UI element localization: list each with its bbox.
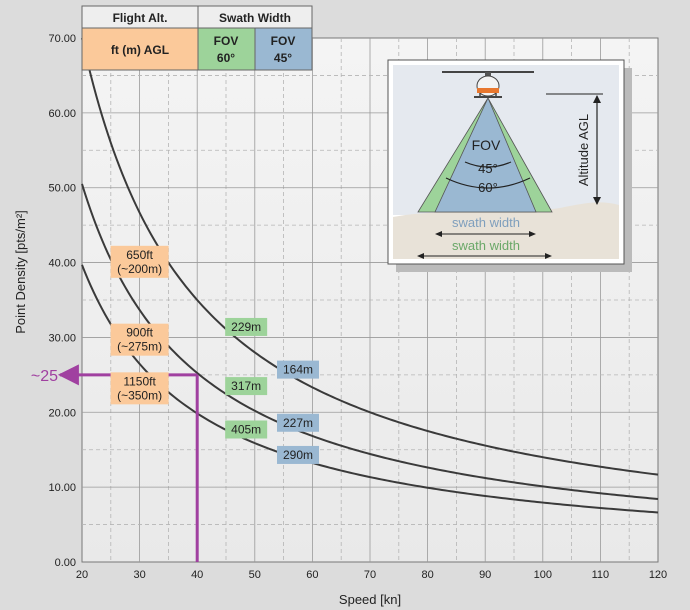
x-tick-label: 120 [649, 569, 667, 581]
y-tick-label: 60.00 [48, 108, 76, 120]
x-tick-label: 30 [133, 569, 145, 581]
density-curves [81, 37, 659, 514]
swath45-label: 227m [283, 416, 313, 430]
fov45-line2: 45° [274, 51, 292, 65]
flight-alt-unit-cell [81, 27, 199, 71]
altitude-arrow-head-down [593, 197, 601, 205]
y-tick-label: 20.00 [48, 407, 76, 419]
altitude-label: (~200m) [117, 262, 162, 276]
reading-marker: ~25 [31, 364, 199, 562]
y-tick-label: 30.00 [48, 332, 76, 344]
x-axis-label: Speed [kn] [339, 592, 401, 607]
inset-ground [393, 202, 619, 259]
swath45-label: 290m [283, 448, 313, 462]
altitude-label: (~350m) [117, 388, 162, 402]
altitude-label: 650ft [126, 248, 153, 262]
x-tick-label: 50 [249, 569, 261, 581]
x-tick-label: 110 [592, 569, 610, 581]
fov60-line1: FOV [214, 34, 239, 48]
marker-value-label: ~25 [31, 368, 58, 385]
inset-swath-45: swath width [452, 215, 520, 230]
x-tick-label: 100 [534, 569, 552, 581]
swath60-head-right [545, 253, 552, 259]
x-tick-label: 70 [364, 569, 376, 581]
altitude-label: (~275m) [117, 340, 162, 354]
y-tick-label: 10.00 [48, 482, 76, 494]
swath45-label-box [277, 360, 319, 379]
swath-header: Swath Width [219, 11, 291, 25]
swath45-label-box [277, 445, 319, 464]
altitude-label-box [110, 323, 169, 356]
inset-diagram: FOV 45° 60° Altitude AGL swath width swa… [387, 59, 632, 272]
helicopter-icon [442, 71, 534, 98]
x-tick-label: 80 [421, 569, 433, 581]
altitude-label: 900ft [126, 326, 153, 340]
swath60-head-left [417, 253, 424, 259]
swath45-label-box [277, 413, 319, 432]
inset-swath-60: swath width [452, 238, 520, 253]
swath45-head-left [435, 231, 442, 237]
legend-header-table: Flight Alt. Swath Width ft (m) AGL FOV 6… [81, 5, 313, 71]
swath45-label: 164m [283, 363, 313, 377]
density-curve [81, 183, 659, 500]
x-tick-label: 90 [479, 569, 491, 581]
y-tick-label: 40.00 [48, 258, 76, 270]
flight-alt-unit: ft (m) AGL [111, 43, 169, 57]
y-axis-label: Point Density [pts/m²] [13, 210, 28, 334]
swath45-head-right [529, 231, 536, 237]
y-tick-label: 0.00 [55, 557, 76, 569]
x-tick-label: 40 [191, 569, 203, 581]
swath60-label: 317m [231, 379, 261, 393]
x-tick-label: 60 [306, 569, 318, 581]
x-tick-labels: 20 30 40 50 60 70 80 90 100 110 120 [76, 569, 667, 581]
altitude-label: 1150ft [123, 374, 156, 388]
inset-fov-label: FOV [472, 137, 501, 153]
swath60-label: 405m [231, 423, 261, 437]
altitude-arrow-head-up [593, 95, 601, 103]
fov45-cell [254, 27, 313, 71]
series-labels: 650ft(~200m) 229m 164m 900ft(~275m) 317m 227m… [110, 245, 319, 464]
swath60-label-box [225, 377, 268, 396]
altitude-label-box [110, 245, 169, 278]
swath60-label: 229m [231, 320, 261, 334]
y-tick-labels: 0.00 10.00 20.00 30.00 40.00 50.00 60.00 70.00 [48, 33, 76, 569]
altitude-label-box [110, 372, 169, 405]
flight-alt-header: Flight Alt. [113, 11, 168, 25]
inset-angle60: 60° [478, 180, 498, 195]
angle45-arc [464, 161, 512, 168]
inset-altitude-label: Altitude AGL [576, 114, 591, 186]
swath60-label-box [225, 420, 268, 439]
density-curve [81, 264, 659, 514]
swath60-label-box [225, 317, 268, 336]
y-tick-label: 50.00 [48, 183, 76, 195]
fov45-line1: FOV [271, 34, 296, 48]
y-tick-label: 70.00 [48, 33, 76, 45]
angle60-arc [445, 177, 531, 189]
fov60-line2: 60° [217, 51, 235, 65]
x-tick-label: 20 [76, 569, 88, 581]
inset-angle45: 45° [478, 161, 498, 176]
density-curve [81, 37, 659, 476]
